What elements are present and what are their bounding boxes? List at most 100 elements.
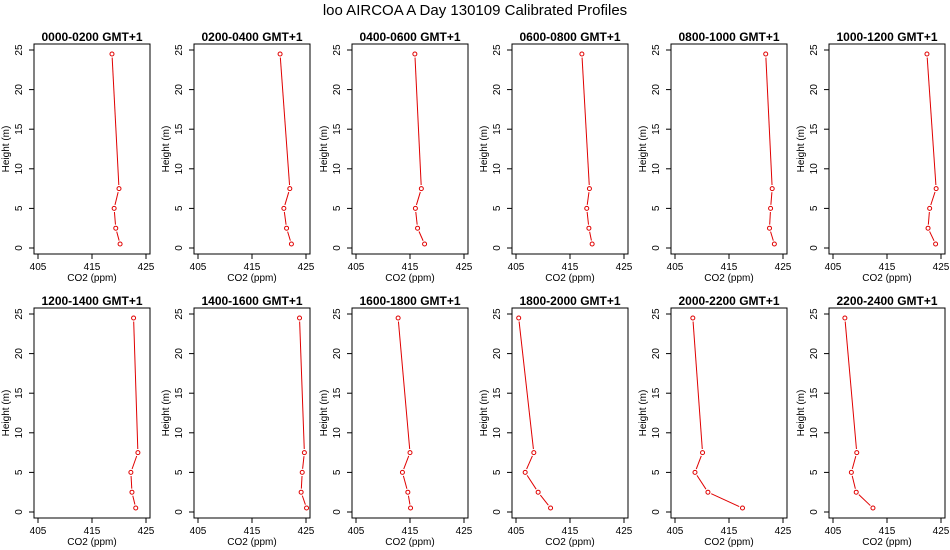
panel-title: 1800-2000 GMT+1: [519, 294, 620, 308]
x-tick-label: 405: [667, 526, 684, 537]
series-segment: [926, 57, 937, 186]
y-tick-label: 0: [809, 509, 820, 515]
y-tick-label: 10: [332, 427, 343, 439]
series-segment: [131, 455, 138, 470]
y-tick-label: 20: [809, 84, 820, 96]
series-segment: [415, 191, 421, 206]
x-tick-label: 415: [244, 526, 261, 537]
y-axis-label: Height (m): [161, 390, 172, 437]
data-point: [304, 505, 310, 511]
x-axis-label: CO2 (ppm): [67, 537, 116, 548]
data-point: [854, 450, 860, 456]
panel-title: 0000-0200 GMT+1: [41, 30, 142, 44]
y-tick-label: 25: [651, 308, 662, 320]
y-tick-label: 15: [651, 123, 662, 135]
y-tick-label: 5: [809, 205, 820, 211]
data-point: [405, 489, 411, 495]
y-tick-label: 10: [809, 427, 820, 439]
series-segment: [769, 211, 771, 225]
series-segment: [111, 57, 120, 186]
y-tick-label: 20: [809, 348, 820, 360]
panel: 0600-0800 GMT+1 405 415 425 0 5 10 15 20 25 CO2 (p…: [479, 30, 633, 284]
series-segment: [851, 455, 857, 470]
data-point: [925, 225, 931, 231]
series-segment: [927, 211, 930, 225]
data-point: [415, 225, 421, 231]
data-point: [531, 450, 537, 456]
plot-frame: [33, 43, 151, 255]
x-tick-label: 405: [30, 526, 47, 537]
data-point: [133, 505, 139, 511]
x-tick-label: 425: [298, 526, 315, 537]
panel: 0800-1000 GMT+1 405 415 425 0 5 10 15 20 25 CO2 (p…: [638, 30, 792, 284]
x-axis-label: CO2 (ppm): [862, 273, 911, 284]
y-tick-label: 0: [332, 245, 343, 251]
x-axis-label: CO2 (ppm): [67, 273, 116, 284]
y-axis-label: Height (m): [161, 126, 172, 173]
y-tick-label: 5: [174, 469, 185, 475]
x-tick-label: 415: [562, 526, 579, 537]
series-segment: [300, 475, 303, 489]
x-axis-label: CO2 (ppm): [385, 537, 434, 548]
data-point: [131, 315, 137, 321]
panel: 2200-2400 GMT+1 405 415 425 0 5 10 15 20 25 CO2 (p…: [796, 294, 950, 548]
x-tick-label: 405: [190, 262, 207, 273]
panel: 1200-1400 GMT+1 405 415 425 0 5 10 15 20 25 CO2 (p…: [1, 294, 155, 548]
x-tick-label: 405: [348, 526, 365, 537]
y-tick-label: 20: [492, 84, 503, 96]
y-tick-label: 25: [332, 44, 343, 56]
data-point: [128, 469, 134, 475]
data-point: [412, 205, 418, 211]
panel-title: 1000-1200 GMT+1: [836, 30, 937, 44]
data-point: [116, 186, 122, 192]
series-segment: [418, 231, 424, 241]
data-point: [297, 315, 303, 321]
y-tick-label: 15: [174, 387, 185, 399]
panel: 1000-1200 GMT+1 405 415 425 0 5 10 15 20 25 CO2 (p…: [796, 30, 950, 284]
data-point: [535, 489, 541, 495]
data-point: [848, 469, 854, 475]
series-segment: [858, 494, 871, 506]
x-tick-label: 415: [402, 262, 419, 273]
y-tick-label: 0: [651, 509, 662, 515]
data-point: [589, 241, 595, 247]
y-axis-label: Height (m): [319, 126, 330, 173]
series-segment: [113, 211, 116, 225]
x-tick-label: 425: [775, 262, 792, 273]
x-tick-label: 415: [402, 526, 419, 537]
y-axis-label: Height (m): [796, 126, 807, 173]
series-segment: [696, 475, 707, 490]
y-tick-label: 10: [174, 163, 185, 175]
y-tick-label: 25: [14, 44, 25, 56]
y-tick-label: 15: [492, 387, 503, 399]
y-axis-label: Height (m): [319, 390, 330, 437]
plot-frame: [33, 307, 151, 519]
panel-title: 0800-1000 GMT+1: [678, 30, 779, 44]
y-tick-label: 20: [174, 348, 185, 360]
panel-title: 0400-0600 GMT+1: [359, 30, 460, 44]
series-segment: [765, 57, 773, 186]
series-segment: [302, 456, 305, 469]
data-point: [771, 241, 777, 247]
panel-title: 1400-1600 GMT+1: [201, 294, 302, 308]
data-point: [579, 51, 585, 57]
x-tick-label: 425: [456, 526, 473, 537]
data-point: [281, 205, 287, 211]
data-point: [287, 186, 293, 192]
series-segment: [397, 321, 411, 450]
x-axis-label: CO2 (ppm): [704, 273, 753, 284]
panel-title: 1600-1800 GMT+1: [359, 294, 460, 308]
series-segment: [414, 57, 422, 186]
series-segment: [415, 211, 418, 225]
series-segment: [770, 192, 773, 205]
data-point: [769, 186, 775, 192]
series-segment: [301, 495, 306, 505]
x-tick-label: 405: [348, 262, 365, 273]
panel: 1800-2000 GMT+1 405 415 425 0 5 10 15 20 25 CO2 (p…: [479, 294, 633, 548]
y-tick-label: 10: [14, 427, 25, 439]
panel-title: 2000-2200 GMT+1: [678, 294, 779, 308]
y-axis-label: Height (m): [638, 390, 649, 437]
x-tick-label: 405: [825, 262, 842, 273]
y-tick-label: 5: [332, 469, 343, 475]
series-segment: [929, 231, 935, 242]
